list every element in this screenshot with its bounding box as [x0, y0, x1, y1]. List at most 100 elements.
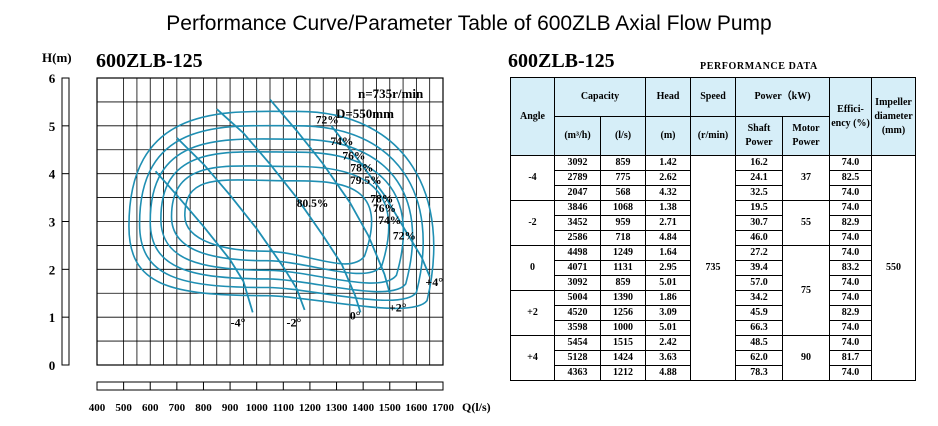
efficiency-label: 79.5% — [350, 175, 382, 187]
header-cap-m3h: (m³/h) — [554, 116, 601, 156]
efficiency-label: 74% — [378, 215, 401, 227]
head-cell: 1.38 — [645, 200, 691, 216]
efficiency-cell: 82.9 — [829, 305, 872, 321]
head-cell: 2.62 — [645, 170, 691, 186]
head-cell: 5.01 — [645, 320, 691, 336]
header-shaft-power: Shaft Power — [735, 116, 783, 156]
shaft-power-cell: 24.1 — [735, 170, 783, 186]
capacity-m3h-cell: 4498 — [554, 245, 601, 261]
angle-cell: -2 — [510, 200, 555, 246]
x-tick-label: 700 — [169, 402, 186, 414]
efficiency-cell: 74.0 — [829, 365, 872, 381]
capacity-ls-cell: 959 — [600, 215, 646, 231]
shaft-power-cell: 19.5 — [735, 200, 783, 216]
header-power: Power（kW) — [735, 77, 830, 117]
shaft-power-cell: 78.3 — [735, 365, 783, 381]
header-speed-unit: (r/min) — [690, 116, 736, 156]
efficiency-cell: 81.7 — [829, 350, 872, 366]
capacity-ls-cell: 775 — [600, 170, 646, 186]
table-row: 3452 959 2.71 30.7 82.9 — [511, 215, 916, 231]
efficiency-contour — [128, 110, 435, 310]
axis-ticks: 0 1 2 3 4 5 6 400 500 600 700 800 900 1000 1100 1200 130… — [49, 71, 455, 414]
capacity-ls-cell: 859 — [600, 275, 646, 291]
x-tick-label: 1500 — [379, 402, 402, 414]
capacity-ls-cell: 1515 — [600, 335, 646, 351]
motor-power-cell: 75 — [782, 245, 830, 336]
shaft-power-cell: 66.3 — [735, 320, 783, 336]
efficiency-cell: 82.9 — [829, 215, 872, 231]
shaft-power-cell: 57.0 — [735, 275, 783, 291]
table-row: 4520 1256 3.09 45.9 82.9 — [511, 305, 916, 321]
speed-cell: 735 — [690, 155, 736, 381]
head-cell: 3.09 — [645, 305, 691, 321]
angle-curve — [154, 170, 254, 313]
capacity-m3h-cell: 2047 — [554, 185, 601, 201]
efficiency-cell: 74.0 — [829, 200, 872, 216]
capacity-m3h-cell: 5128 — [554, 350, 601, 366]
header-motor-power: Motor Power — [782, 116, 830, 156]
performance-table: Angle Capacity Head Speed Power（kW) Effi… — [510, 77, 916, 381]
table-row: +4 5454 1515 2.42 48.5 90 74.0 — [510, 335, 916, 381]
angle-curve-label: 0° — [350, 309, 361, 323]
x-tick-label: 1200 — [299, 402, 322, 414]
header-speed: Speed — [690, 77, 736, 117]
head-cell: 2.95 — [645, 260, 691, 276]
capacity-ls-cell: 718 — [600, 230, 646, 246]
efficiency-cell: 83.2 — [829, 260, 872, 276]
header-head: Head — [645, 77, 691, 117]
capacity-ls-cell: 859 — [600, 155, 646, 171]
head-cell: 4.84 — [645, 230, 691, 246]
shaft-power-cell: 62.0 — [735, 350, 783, 366]
efficiency-contour — [160, 150, 405, 284]
head-cell: 1.86 — [645, 290, 691, 306]
efficiency-cell: 74.0 — [829, 185, 872, 201]
efficiency-cell: 82.5 — [829, 170, 872, 186]
table-model-title: 600ZLB-125 — [508, 50, 615, 72]
header-capacity: Capacity — [554, 77, 646, 117]
efficiency-contour — [138, 124, 424, 302]
angle-cell: 0 — [510, 245, 555, 291]
efficiency-cell: 74.0 — [829, 320, 872, 336]
performance-data-caption: PERFORMANCE DATA — [700, 61, 818, 72]
motor-power-cell: 90 — [782, 335, 830, 381]
angle-curve-label: +2° — [389, 300, 407, 314]
page-title: Performance Curve/Parameter Table of 600… — [166, 12, 772, 35]
capacity-ls-cell: 1212 — [600, 365, 646, 381]
efficiency-cell: 74.0 — [829, 245, 872, 261]
motor-power-cell: 37 — [782, 155, 830, 201]
shaft-power-cell: 30.7 — [735, 215, 783, 231]
x-tick-label: 1700 — [432, 402, 455, 414]
angle-curve-label: -4° — [231, 316, 246, 330]
table-row: 4363 1212 4.88 78.3 74.0 — [511, 365, 916, 381]
x-tick-label: 1000 — [246, 402, 269, 414]
table-row: 4071 1131 2.95 39.4 83.2 — [511, 260, 916, 276]
angle-cell: +2 — [510, 290, 555, 336]
shaft-power-cell: 45.9 — [735, 305, 783, 321]
angle-curve — [330, 125, 431, 277]
table-row: -4 3092 859 1.42 735 16.2 37 74.0 550 — [510, 155, 916, 381]
head-cell: 1.64 — [645, 245, 691, 261]
capacity-m3h-cell: 5004 — [554, 290, 601, 306]
chart-model-title: 600ZLB-125 — [96, 50, 203, 72]
efficiency-cell: 74.0 — [829, 230, 872, 246]
efficiency-cell: 74.0 — [829, 290, 872, 306]
head-cell: 2.71 — [645, 215, 691, 231]
capacity-m3h-cell: 4071 — [554, 260, 601, 276]
y-tick-label: 5 — [49, 119, 56, 134]
head-cell: 1.42 — [645, 155, 691, 171]
efficiency-label: 78% — [370, 193, 393, 205]
capacity-ls-cell: 1390 — [600, 290, 646, 306]
y-tick-label: 6 — [49, 71, 56, 86]
head-cell: 4.88 — [645, 365, 691, 381]
efficiency-label: 74% — [330, 136, 353, 148]
table-row: 3598 1000 5.01 66.3 74.0 — [511, 320, 916, 336]
shaft-power-cell: 39.4 — [735, 260, 783, 276]
header-efficiency: Effici-ency (%) — [829, 77, 872, 156]
head-cell: 3.63 — [645, 350, 691, 366]
capacity-m3h-cell: 4520 — [554, 305, 601, 321]
x-tick-label: 1600 — [405, 402, 428, 414]
capacity-m3h-cell: 3092 — [554, 155, 601, 171]
table-row: 2047 568 4.32 32.5 74.0 — [511, 185, 916, 201]
efficiency-label: 72% — [316, 114, 339, 126]
x-tick-label: 1400 — [352, 402, 375, 414]
